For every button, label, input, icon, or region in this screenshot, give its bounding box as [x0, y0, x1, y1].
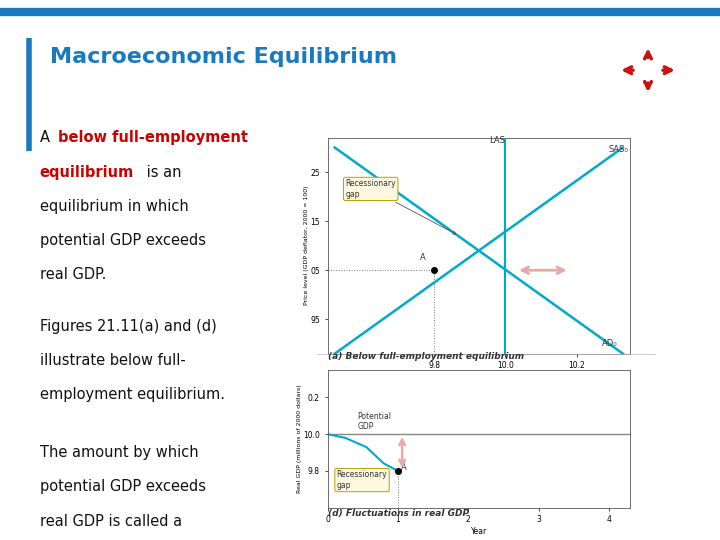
Text: Recessionary
gap: Recessionary gap — [337, 470, 387, 490]
Text: A: A — [420, 253, 426, 262]
Text: Figures 21.11(a) and (d): Figures 21.11(a) and (d) — [40, 319, 216, 334]
X-axis label: Real GDP (tr  lions of 2000 dollars): Real GDP (tr lions of 2000 dollars) — [413, 373, 545, 382]
Text: SAS₀: SAS₀ — [608, 145, 629, 154]
X-axis label: Year: Year — [471, 527, 487, 536]
Y-axis label: Price level (GDP deflator, 2000 = 100): Price level (GDP deflator, 2000 = 100) — [304, 186, 309, 306]
Text: Macroeconomic Equilibrium: Macroeconomic Equilibrium — [50, 46, 397, 67]
Text: potential GDP exceeds: potential GDP exceeds — [40, 233, 206, 248]
Text: (a) Below full-employment equilibrium: (a) Below full-employment equilibrium — [328, 352, 523, 361]
Text: AD₀: AD₀ — [601, 339, 617, 348]
Text: employment equilibrium.: employment equilibrium. — [40, 387, 225, 402]
Text: is an: is an — [142, 165, 181, 180]
Text: Recessionary
gap: Recessionary gap — [346, 179, 456, 234]
Text: illustrate below full-: illustrate below full- — [40, 353, 185, 368]
Y-axis label: Real GDP (millions of 2000 dollars): Real GDP (millions of 2000 dollars) — [297, 384, 302, 493]
Text: real GDP.: real GDP. — [40, 267, 106, 282]
Text: real GDP is called a: real GDP is called a — [40, 514, 181, 529]
Text: below full-employment: below full-employment — [58, 131, 248, 145]
Text: equilibrium: equilibrium — [40, 165, 134, 180]
Text: equilibrium in which: equilibrium in which — [40, 199, 189, 214]
Text: A: A — [40, 131, 54, 145]
Text: LAS: LAS — [489, 136, 505, 145]
Text: potential GDP exceeds: potential GDP exceeds — [40, 480, 206, 495]
Text: The amount by which: The amount by which — [40, 446, 198, 460]
Text: A: A — [401, 463, 407, 472]
Text: Potential
GDP: Potential GDP — [357, 412, 391, 431]
Text: (d) Fluctuations in real GDP: (d) Fluctuations in real GDP — [328, 509, 469, 518]
